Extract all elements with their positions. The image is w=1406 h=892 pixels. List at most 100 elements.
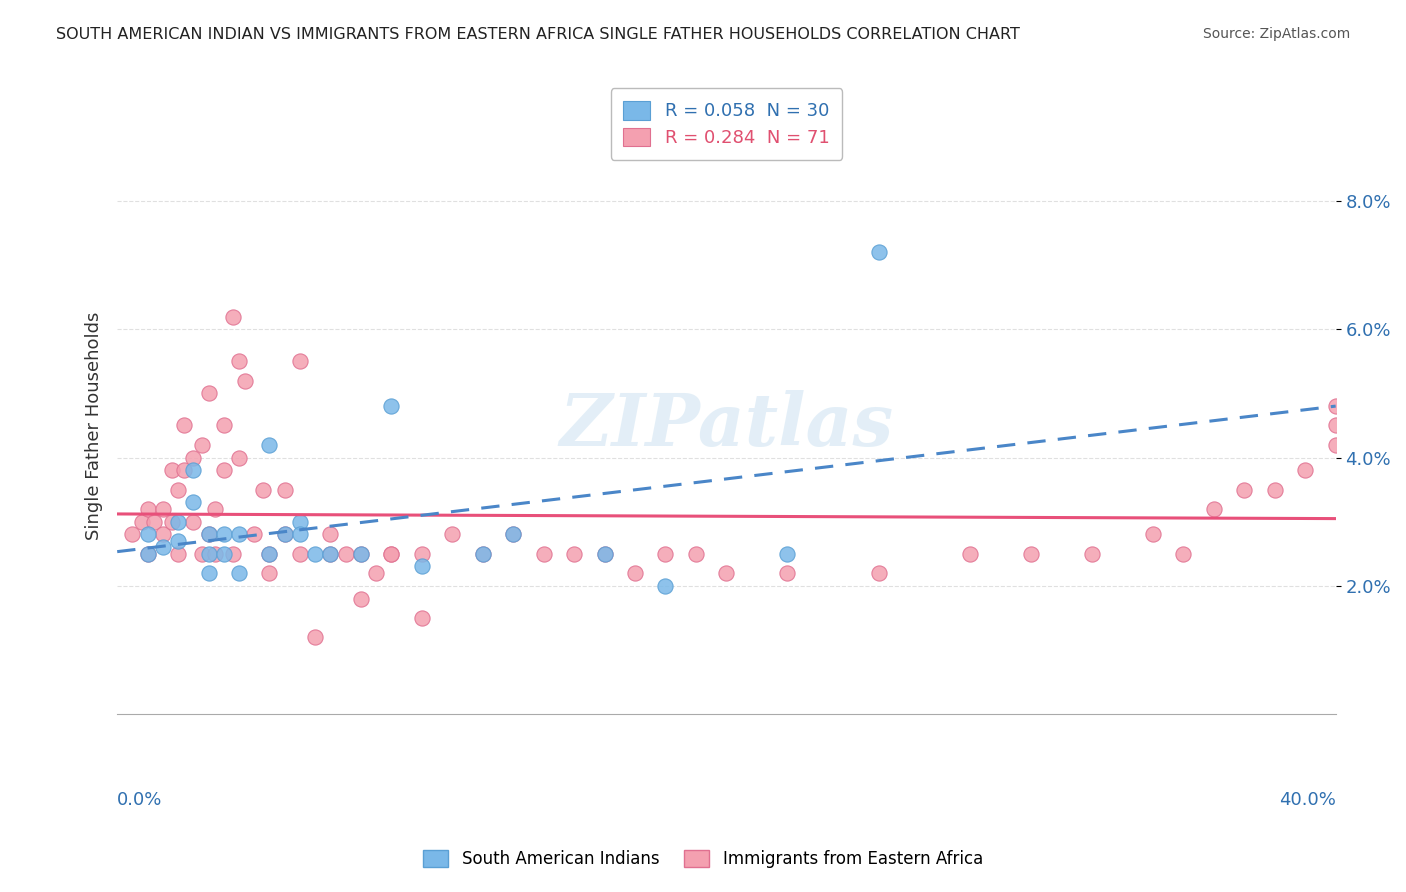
Point [233,374,256,388]
Text: ZIPatlas: ZIPatlas [560,390,893,461]
Point [304,630,326,644]
Point [562,547,585,561]
Point [252,483,274,497]
Point [868,566,890,580]
Point [136,527,159,541]
Point [319,547,342,561]
Point [142,515,165,529]
Point [274,527,297,541]
Point [1233,483,1256,497]
Point [183,463,205,477]
Point [274,483,297,497]
Point [136,547,159,561]
Point [228,354,250,368]
Point [593,547,616,561]
Point [228,450,250,465]
Point [212,547,235,561]
Point [243,527,266,541]
Point [173,463,195,477]
Point [350,591,373,606]
Point [136,547,159,561]
Point [411,559,433,574]
Point [167,547,190,561]
Point [152,541,174,555]
Point [259,566,281,580]
Point [204,501,226,516]
Point [1202,501,1225,516]
Point [197,547,219,561]
Point [197,527,219,541]
Point [1324,438,1347,452]
Point [1142,527,1164,541]
Point [222,310,245,324]
Point [441,527,464,541]
Point [380,399,402,413]
Point [167,533,190,548]
Point [160,515,183,529]
Point [624,566,647,580]
Text: 40.0%: 40.0% [1279,791,1336,809]
Point [533,547,555,561]
Point [136,501,159,516]
Point [167,483,190,497]
Point [335,547,357,561]
Point [593,547,616,561]
Point [212,418,235,433]
Point [471,547,494,561]
Point [1264,483,1286,497]
Point [350,547,373,561]
Point [380,547,402,561]
Point [1081,547,1104,561]
Point [183,450,205,465]
Point [288,515,311,529]
Point [502,527,524,541]
Point [191,438,214,452]
Point [366,566,388,580]
Point [121,527,143,541]
Point [716,566,738,580]
Point [183,515,205,529]
Point [259,547,281,561]
Legend: South American Indians, Immigrants from Eastern Africa: South American Indians, Immigrants from … [416,843,990,875]
Point [776,547,799,561]
Point [191,547,214,561]
Point [411,547,433,561]
Point [228,566,250,580]
Point [288,527,311,541]
Point [197,527,219,541]
Point [160,463,183,477]
Point [1019,547,1042,561]
Point [350,547,373,561]
Point [197,566,219,580]
Point [222,547,245,561]
Point [411,611,433,625]
Point [197,386,219,401]
Point [288,547,311,561]
Point [228,527,250,541]
Point [685,547,707,561]
Legend: R = 0.058  N = 30, R = 0.284  N = 71: R = 0.058 N = 30, R = 0.284 N = 71 [610,88,842,160]
Point [868,245,890,260]
Point [776,566,799,580]
Point [1173,547,1195,561]
Point [259,547,281,561]
Point [1324,418,1347,433]
Point [654,547,676,561]
Point [152,501,174,516]
Point [131,515,153,529]
Point [380,547,402,561]
Point [167,515,190,529]
Text: SOUTH AMERICAN INDIAN VS IMMIGRANTS FROM EASTERN AFRICA SINGLE FATHER HOUSEHOLDS: SOUTH AMERICAN INDIAN VS IMMIGRANTS FROM… [56,27,1021,42]
Point [319,547,342,561]
Text: Source: ZipAtlas.com: Source: ZipAtlas.com [1202,27,1350,41]
Point [1294,463,1316,477]
Point [212,463,235,477]
Point [502,527,524,541]
Point [304,547,326,561]
Point [471,547,494,561]
Point [1324,399,1347,413]
Point [288,354,311,368]
Point [274,527,297,541]
Point [654,579,676,593]
Point [173,418,195,433]
